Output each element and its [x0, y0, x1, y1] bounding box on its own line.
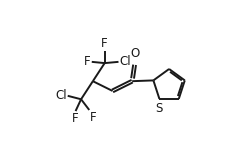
Text: F: F [90, 111, 97, 124]
Text: F: F [101, 37, 108, 50]
Text: F: F [71, 112, 78, 125]
Text: Cl: Cl [119, 55, 131, 68]
Text: S: S [156, 102, 163, 115]
Text: O: O [130, 47, 140, 60]
Text: F: F [83, 55, 90, 68]
Text: Cl: Cl [55, 89, 67, 102]
